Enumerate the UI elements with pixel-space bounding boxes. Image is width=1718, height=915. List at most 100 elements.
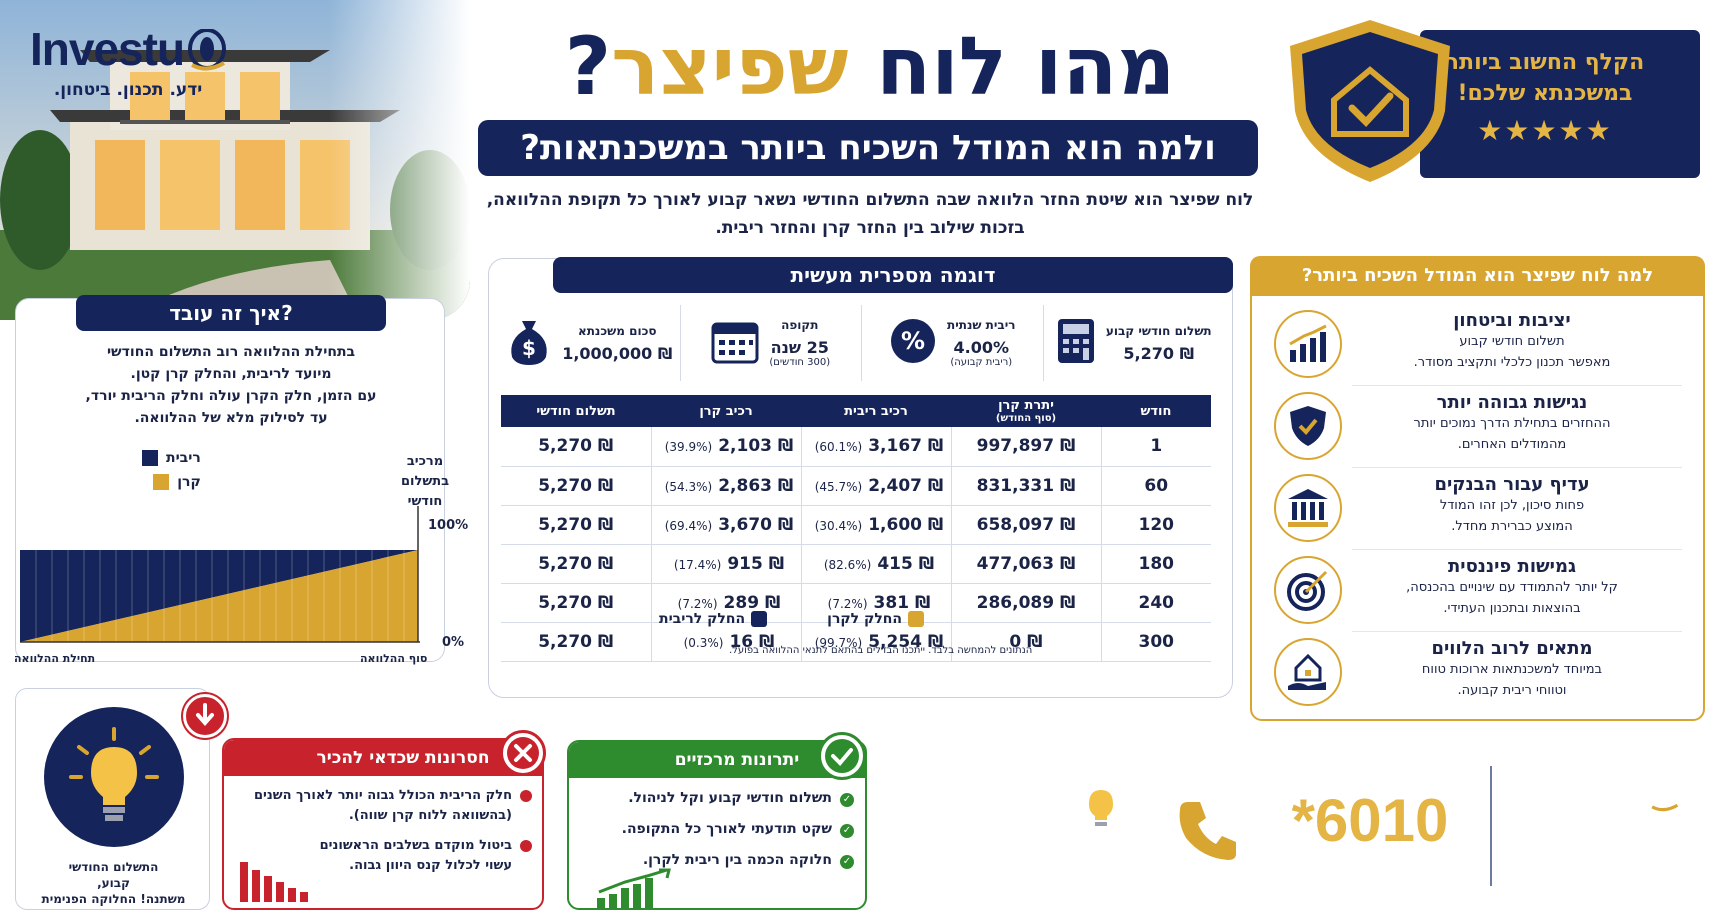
target-icon (1274, 556, 1342, 624)
how-description: בתחילת ההלוואה רוב התשלום החודשי מיועד ל… (26, 341, 436, 429)
cell-balance: ₪ 477,063 (950, 544, 1101, 584)
intro-text: לוח שפיצר הוא שיטת החזר הלוואה שבה התשלו… (460, 186, 1280, 242)
y-tick-bottom: 0% (442, 635, 465, 650)
why-item-desc: בהוצאות ובתכנון העתידי. (1443, 601, 1581, 616)
red-bullet-icon (520, 840, 532, 852)
cell-principal: ₪ 915(17.4%) (650, 544, 801, 584)
why-item-desc: המוצע כברירת מחדל. (1451, 519, 1573, 534)
table-legend-principal-swatch (908, 611, 925, 627)
stat-value: 25 שנה (770, 338, 829, 357)
cell-month: 120 (1100, 505, 1211, 545)
cell-balance: ₪ 997,897 (950, 427, 1101, 467)
cell-principal: ₪ 16(0.3%) (650, 622, 801, 662)
tip-line-3: זה מקצר את תקופת ההלוואה (910, 829, 1064, 843)
cons-item-line: חלק הריבית הכולל גבוה יותר לאורך השנים (253, 788, 512, 803)
table-legend-interest: החלק לריבית (659, 611, 746, 627)
cell-interest: ₪ 415(82.6%) (800, 544, 951, 584)
x-mark-icon (500, 730, 546, 776)
table-row: 300 ₪ 0 ₪ 5,254(99.7%) ₪ 16(0.3%) ₪ 5,270 (501, 622, 1211, 662)
phone-icon[interactable] (1174, 796, 1242, 864)
cell-month: 1 (1100, 427, 1211, 467)
stat-note: (ריבית קבועה) (950, 357, 1013, 368)
cons-item: חלק הריבית הכולל גבוה יותר לאורך השנים (ב… (232, 786, 532, 826)
table-header-row: חודש יתרת קרן (סוף החודש) רכיב ריבית רכיב… (501, 395, 1211, 427)
why-item-desc: מאפשר תכנון כלכלי ותקציב מסודר. (1413, 355, 1611, 370)
green-check-icon: ✓ (840, 793, 854, 807)
why-item: עדיף עבור הבנקים פחות סיכון, לכן זהו המוד… (1262, 468, 1692, 550)
th-payment: תשלום חודשי (501, 395, 651, 427)
legend-principal-swatch (153, 474, 170, 490)
contact-logo: Investu (1520, 774, 1679, 816)
percent-icon: % (889, 317, 937, 369)
pros-card: יתרונות מרכזיים ✓ תשלום חודשי קבוע וקל לנ… (567, 740, 867, 910)
why-item-desc: מהמודלים האחרים. (1457, 437, 1567, 452)
cell-balance: ₪ 0 (950, 622, 1101, 662)
cons-card: חסרונות שכדאי להכיר חלק הריבית הכולל גבו… (222, 738, 544, 910)
pros-item: ✓ חלוקה הכמה בין ריבית לקרן. (579, 852, 854, 869)
cons-item-line: (בהשוואה ללוח קרן שווה). (348, 808, 512, 823)
why-item-title: עדיף עבור הבנקים (1434, 474, 1590, 495)
growth-chart-icon (1274, 310, 1342, 378)
bulb-text: התשלום החודשי קבוע, משתנה! החלוקה הפנימי… (21, 859, 206, 907)
th-principal: רכיב קרן (651, 395, 801, 427)
cell-payment: ₪ 5,270 (501, 427, 651, 467)
stat-value: 4.00% (953, 338, 1010, 357)
svg-text:%: % (901, 327, 925, 355)
house-hand-icon (1274, 638, 1342, 706)
why-panel: למה לוח שפיצר הוא המודל השכיח ביותר? יצי… (1250, 256, 1705, 721)
calculator-icon (1056, 317, 1096, 369)
cell-principal: ₪ 3,670(69.4%) (650, 505, 801, 545)
how-text-1: בתחילת ההלוואה רוב התשלום החודשי (106, 344, 356, 360)
bulb-line-2: קבוע, (97, 876, 130, 890)
stat-label: ריבית שנתית (947, 318, 1016, 332)
cell-balance: ₪ 831,331 (950, 466, 1101, 506)
tip-text: גם בלוח שפיצר אפשר (ומומלץ) לבצע פירעונו… (894, 784, 1080, 868)
cell-interest: ₪ 3,167(60.1%) (800, 427, 951, 467)
y-title-2: בתשלום (400, 474, 450, 489)
tip-line-2: לבצע פירעונות מוקדמים. (922, 808, 1052, 822)
how-title: איך זה עובד? (76, 295, 386, 331)
why-item-title: גמישות פיננסית (1447, 556, 1577, 577)
shield-banner-line-2: במשכנתא שלכם! (1457, 81, 1633, 106)
down-arrow-icon (183, 694, 227, 738)
y-tick-top: 100% (428, 518, 469, 533)
title-part1: מהו לוח (876, 20, 1176, 113)
stat-label: תקופה (781, 318, 819, 332)
cell-month: 180 (1100, 544, 1211, 584)
table-row: 1 ₪ 997,897 ₪ 3,167(60.1%) ₪ 2,103(39.9%) ₪ … (501, 427, 1211, 467)
why-item: גמישות פיננסית קל יותר להתמודד עם שינויים… (1262, 550, 1692, 632)
contact-slogan: תכנון נכון היום – חיסכון גדול מחר! (1219, 866, 1461, 884)
why-item-desc: קל יותר להתמודד עם שינויים בהכנסה, (1406, 580, 1618, 595)
x-label-end: סוף ההלוואה (360, 652, 428, 665)
phone-number[interactable]: *6010 (1291, 787, 1449, 854)
green-check-icon: ✓ (840, 855, 854, 869)
shield-house-icon (1280, 16, 1460, 190)
cell-payment: ₪ 5,270 (501, 622, 651, 662)
title-highlight: שפיצר (611, 20, 849, 113)
why-item-desc: תשלום חודשי קבוע (1459, 334, 1565, 349)
calendar-icon (711, 318, 759, 368)
cell-principal: ₪ 2,103(39.9%) (650, 427, 801, 467)
stat-item: תשלום חודשי קבוע ₪ 5,270 (1042, 305, 1225, 381)
cell-interest: ₪ 381(7.2%) (800, 583, 951, 623)
cons-item-line: ביטול מוקדם בשלבים הראשונים (319, 838, 512, 853)
rising-bars-icon (597, 868, 671, 908)
why-item-desc: וטווחי ריבית קבועה. (1457, 683, 1567, 698)
stat-note: (300 חודשים) (769, 357, 831, 368)
money-bag-icon: $ (506, 315, 552, 371)
legend-principal-label: קרן (177, 474, 201, 490)
small-lightbulb-icon (1089, 790, 1113, 826)
contact-logo-emblem-icon (1649, 778, 1679, 812)
cons-item-line: עשוי לכלול קנס היוון גבוה. (349, 858, 512, 873)
stat-value: ₪ 1,000,000 (562, 343, 673, 363)
pros-item: ✓ שקט תודעתי לאורך כל התקופה. (579, 821, 854, 838)
page-subtitle: ולמה הוא המודל השכיח ביותר במשכנתאות? (478, 120, 1258, 176)
tip-card: טיפ חשוב! גם בלוח שפיצר אפשר (ומומלץ) לב… (880, 746, 1128, 896)
contact-divider (1490, 766, 1492, 886)
shield-panel: הקלף החשוב ביותר במשכנתא שלכם! ★★★★★ (1280, 20, 1700, 182)
why-item: נגישות גבוהה יותר ההחזרים בתחילת הדרך נמו… (1262, 386, 1692, 468)
why-item-title: יציבות וביטחון (1453, 310, 1571, 331)
pros-item-label: שקט תודעתי לאורך כל התקופה. (621, 821, 832, 837)
how-text-3: עם הזמן, חלק הקרן עולה וחלק הריבית יורד, (85, 388, 377, 404)
example-disclaimer: הנתונים להמחשה בלבד. ייתכנו הבדלים בהתאם… (729, 645, 1033, 656)
